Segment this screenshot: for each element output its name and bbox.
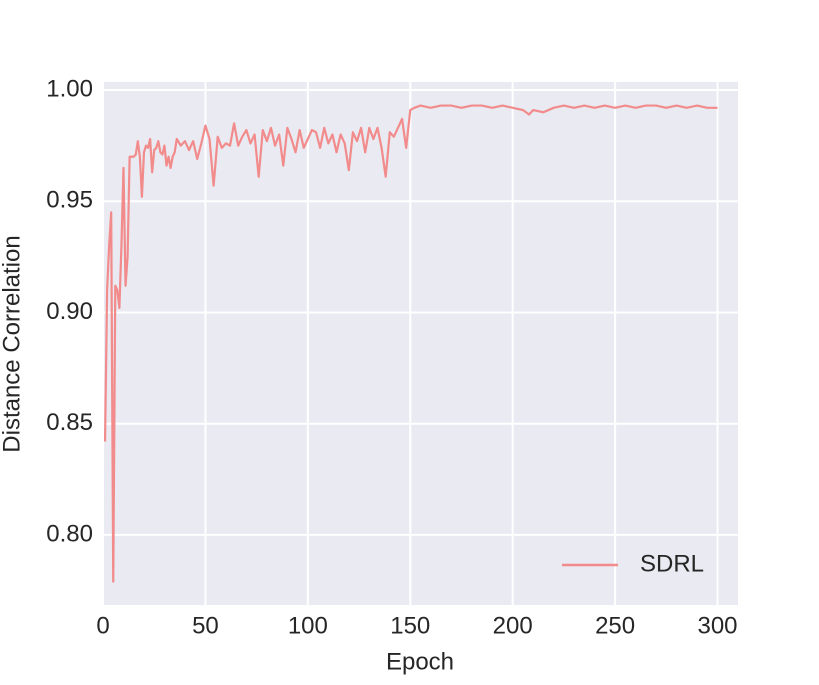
y-tick-label: 0.90 [46, 298, 93, 325]
x-tick-label: 300 [697, 612, 737, 639]
x-tick-label: 100 [288, 612, 328, 639]
x-tick-label: 0 [96, 612, 109, 639]
plot-area [103, 82, 738, 605]
x-tick-label: 50 [192, 612, 219, 639]
legend-label: SDRL [640, 550, 704, 577]
x-tick-label: 250 [595, 612, 635, 639]
y-tick-label: 0.80 [46, 520, 93, 547]
x-axis-label: Epoch [386, 648, 454, 675]
y-tick-label: 1.00 [46, 75, 93, 102]
x-tick-label: 150 [390, 612, 430, 639]
data-line [103, 104, 718, 583]
x-tick-label: 200 [493, 612, 533, 639]
y-tick-label: 0.85 [46, 409, 93, 436]
y-tick-label: 0.95 [46, 187, 93, 214]
y-axis-label: Distance Correlation [0, 235, 25, 452]
